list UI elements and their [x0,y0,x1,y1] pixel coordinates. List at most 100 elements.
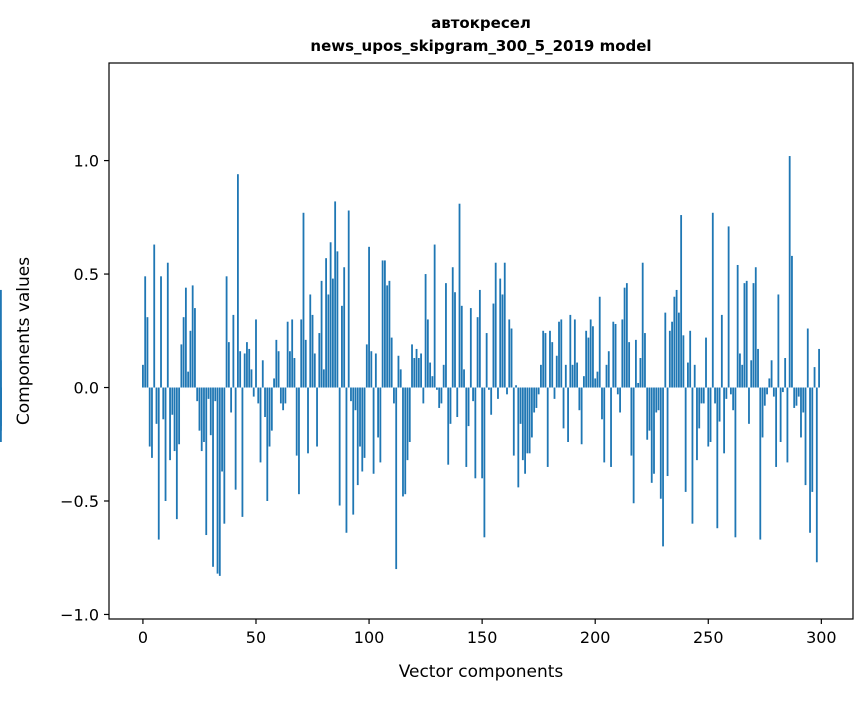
bar-189 [569,314,572,388]
bar-105 [379,387,382,463]
bar-210 [616,387,619,395]
bar-265 [741,364,744,388]
bar-223 [646,387,649,440]
bar-20 [187,371,190,388]
bar-99 [365,344,368,388]
bar-180 [549,330,551,388]
bar-106 [381,260,384,388]
bar-76 [313,353,316,388]
bar-135 [447,387,450,465]
bar-115 [402,387,404,497]
x-tick-label: 50 [246,628,266,647]
bar-148 [476,317,479,388]
bar-138 [454,292,456,388]
bar-165 [515,385,517,388]
bar-137 [451,267,454,388]
bar-38 [227,342,230,388]
bar-52 [259,387,262,463]
bar-224 [648,387,651,431]
bar-69 [298,387,300,495]
bar-25 [198,387,201,431]
bar-277 [768,378,771,388]
bar-195 [582,376,585,388]
bar-35 [221,387,223,472]
bar-120 [413,358,416,388]
bar-202 [598,296,601,388]
bar-266 [743,283,746,388]
bar-61 [279,387,282,404]
bar-130 [436,387,438,390]
bar-103 [374,353,377,388]
bar-82 [327,294,330,388]
bar-31 [212,387,214,567]
bar-228 [657,387,660,411]
bar-57 [270,387,273,431]
bar-258 [725,387,728,399]
bar-30 [209,387,212,436]
bar-56 [268,387,271,447]
bar-45 [243,353,246,388]
bar-199 [592,326,594,388]
bar-172 [530,387,533,438]
bar-187 [564,364,567,388]
bar-231 [664,312,667,388]
bar-287 [791,255,793,388]
bar-117 [406,387,409,461]
bar-24 [196,387,199,402]
bar-216 [630,387,633,456]
bar-127 [429,362,432,388]
bar-220 [639,358,642,388]
bar-222 [644,333,646,388]
bars-group [0,156,820,576]
bar-undefined [0,360,2,388]
bar-160 [503,262,506,388]
bar-118 [408,387,411,442]
bar-282 [779,387,782,442]
bar-11 [166,262,169,388]
bar-167 [519,387,522,424]
bar-291 [800,387,802,438]
bar-4 [151,387,153,458]
chart-title: автокресел [431,14,531,32]
bar-290 [797,387,800,397]
bar-79 [320,280,323,388]
bar-238 [680,215,683,388]
bar-2 [146,317,149,388]
bar-55 [266,387,269,501]
bar-50 [255,319,257,388]
bar-163 [510,328,513,388]
bar-214 [625,283,628,388]
bar-211 [619,387,621,413]
bar-297 [813,367,816,388]
bar-152 [485,333,488,388]
bar-255 [718,387,721,422]
bar-133 [442,364,445,388]
y-tick-label: 0.0 [74,379,99,398]
bar-248 [702,387,705,404]
bar-203 [601,387,603,420]
bar-128 [431,376,434,388]
bar-256 [720,314,723,388]
bar-78 [318,333,321,388]
bar-188 [567,387,569,442]
bar-19 [184,287,187,388]
bar-161 [506,387,508,395]
bar-47 [248,348,251,388]
bar-274 [761,387,764,438]
bar-112 [395,387,398,570]
bar-168 [521,387,524,461]
bar-191 [573,319,576,388]
bar-194 [580,387,583,445]
bar-236 [675,289,678,388]
bar-186 [562,387,565,429]
bar-192 [576,362,579,388]
bar-28 [205,387,208,536]
bar-67 [293,358,296,388]
bar-142 [463,369,465,388]
x-tick-label: 200 [580,628,611,647]
bar-27 [203,387,205,442]
bar-88 [341,305,343,388]
bar-89 [343,267,346,388]
bar-80 [322,369,325,388]
bar-218 [635,339,637,388]
